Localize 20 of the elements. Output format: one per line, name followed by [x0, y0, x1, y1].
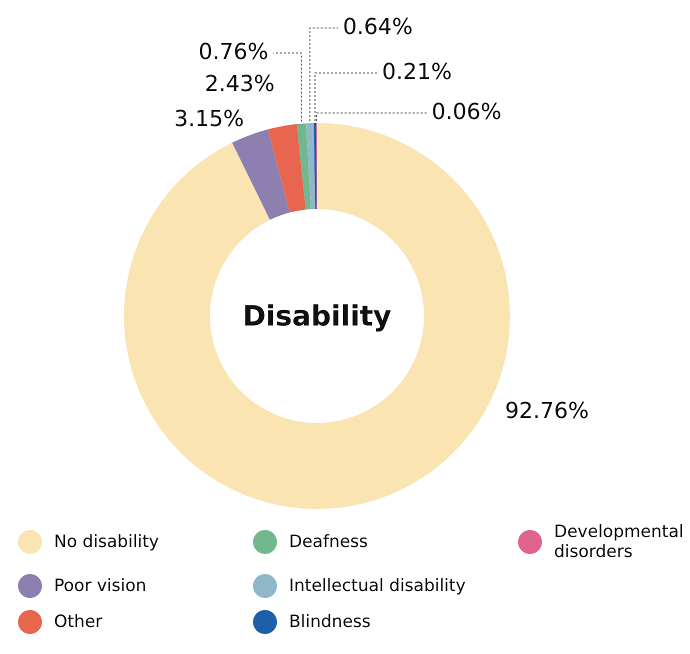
data-label: 92.76%: [505, 398, 589, 424]
donut-slice: [314, 123, 317, 210]
legend-label: Deafness: [289, 532, 368, 552]
legend-label: No disability: [54, 532, 159, 552]
donut-slice: [296, 123, 311, 210]
data-label: 2.43%: [204, 72, 275, 97]
data-label: 0.06%: [432, 100, 502, 126]
data-label: 0.76%: [198, 40, 268, 66]
donut-slice: [232, 129, 290, 220]
data-label: 3.15%: [174, 107, 244, 132]
legend-label: Poor vision: [54, 576, 146, 596]
donut-slice: [306, 123, 316, 210]
legend-label: Developmental disorders: [554, 522, 685, 562]
data-label: 0.64%: [342, 15, 413, 40]
text: Disability: [242, 300, 392, 333]
donut-slice: [268, 124, 306, 213]
data-label: 0.21%: [382, 60, 452, 86]
legend-label: Other: [54, 612, 102, 632]
legend-label: Intellectual disability: [289, 576, 466, 596]
legend-label: Blindness: [289, 612, 371, 632]
